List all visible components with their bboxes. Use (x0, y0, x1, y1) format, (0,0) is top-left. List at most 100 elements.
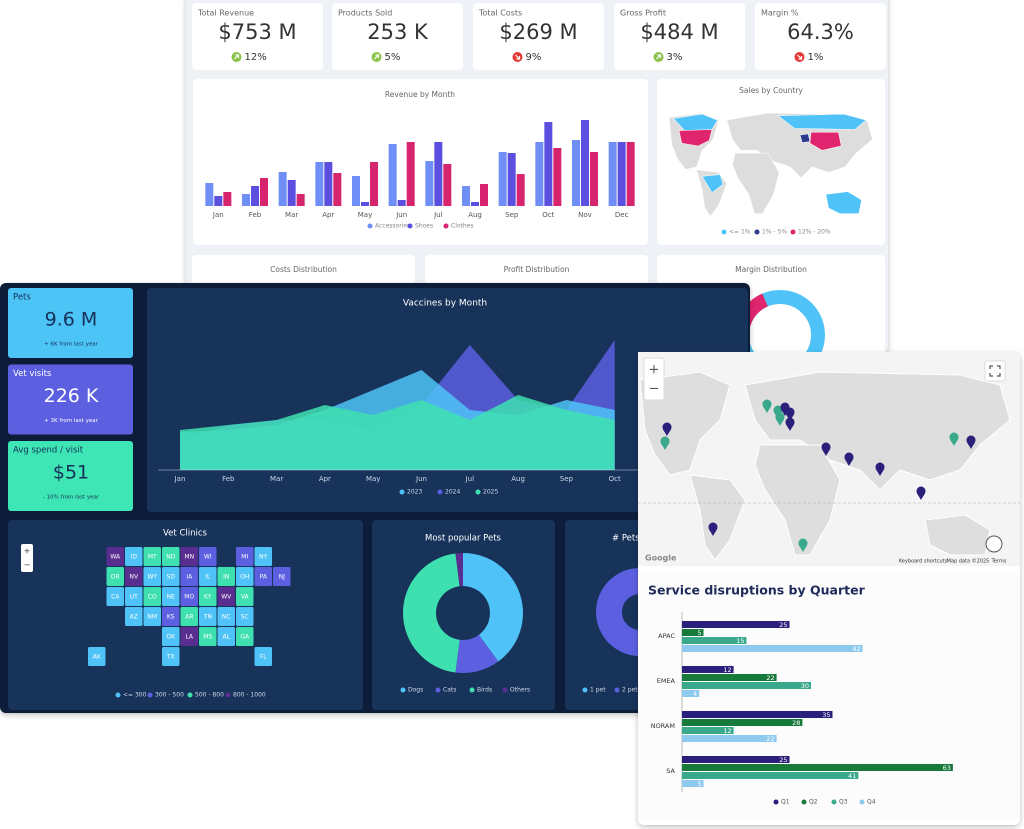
legend-swatch (754, 229, 760, 235)
state-label: NJ (279, 574, 285, 581)
kpi-card (8, 364, 133, 435)
state-label: OK (166, 634, 176, 641)
kpi-label: Gross Profit (620, 9, 666, 18)
map-pin[interactable] (762, 399, 772, 414)
state-label: SC (241, 614, 249, 621)
legend-label: 300 - 500 (155, 692, 184, 699)
data-label: 42 (852, 645, 860, 653)
state-label: UT (130, 594, 138, 601)
state-label: CO (148, 594, 157, 601)
map-pin[interactable] (949, 432, 959, 447)
x-tick-label: Dec (615, 211, 629, 219)
state-tile (143, 567, 161, 586)
state-label: NE (167, 594, 175, 601)
kpi-value: 226 K (44, 385, 99, 407)
bar (682, 780, 704, 787)
map-pin[interactable] (660, 436, 670, 451)
x-tick-label: Sep (560, 475, 574, 483)
bar (214, 196, 223, 206)
state-tile (180, 567, 198, 586)
state-tile (217, 607, 235, 626)
map-pin[interactable] (916, 486, 926, 501)
map-pin[interactable] (798, 538, 808, 553)
legend-label: Birds (477, 687, 492, 694)
state-tile (125, 587, 143, 606)
map-pin[interactable] (785, 407, 795, 422)
data-label: 25 (779, 756, 787, 764)
state-label: MI (241, 554, 248, 561)
legend-label: 1% - 5% (762, 229, 787, 236)
bar (333, 173, 342, 206)
state-label: AZ (130, 614, 138, 621)
bar (682, 682, 811, 689)
area (180, 395, 615, 470)
bar (296, 194, 305, 206)
chart-card (372, 520, 555, 710)
bar (242, 194, 250, 206)
map-pin[interactable] (875, 462, 885, 477)
legend-swatch (407, 223, 413, 229)
zoom-control[interactable] (643, 357, 665, 401)
legend-swatch (400, 687, 406, 693)
map-pin[interactable] (780, 402, 790, 417)
bar (361, 202, 369, 206)
map-pin[interactable] (785, 417, 795, 432)
map-title: Vet Clinics (163, 529, 207, 539)
bar (462, 186, 470, 206)
state-tile (143, 547, 161, 566)
legend-swatch (502, 687, 508, 693)
legend-swatch (582, 687, 588, 693)
state-tile (180, 627, 198, 646)
kpi-card (755, 3, 886, 70)
state-label: WV (221, 594, 232, 601)
map-pin[interactable] (708, 522, 718, 537)
legend-swatch (469, 687, 475, 693)
kpi-card (192, 3, 323, 70)
donut-segment (455, 553, 463, 587)
legend-swatch (187, 692, 193, 698)
state-tile (236, 607, 254, 626)
bar (287, 180, 296, 206)
map-footer: Map data ©2025 (947, 558, 990, 565)
map-logo: Google (645, 554, 677, 563)
trend-arrow (374, 54, 380, 60)
map-pin[interactable] (844, 452, 854, 467)
map-pin[interactable] (821, 442, 831, 457)
bar (682, 621, 790, 628)
kpi-label: Total Costs (478, 9, 522, 18)
data-label: 5 (697, 629, 701, 637)
zoom-control[interactable] (21, 544, 33, 572)
state-tile (199, 547, 217, 566)
kpi-label: Avg spend / visit (13, 446, 84, 456)
chart-title: Service disruptions by Quarter (648, 583, 866, 598)
bar (278, 172, 287, 206)
bar (388, 144, 397, 206)
donut-segment (463, 553, 524, 662)
data-label: 15 (736, 637, 744, 645)
chart-title: Most popular Pets (425, 534, 502, 544)
legend-label: Others (510, 687, 530, 694)
trend-arrow (234, 54, 240, 60)
legend-label: Shoes (415, 223, 433, 230)
x-tick-label: Jun (395, 211, 407, 219)
fullscreen-icon (989, 365, 1001, 377)
map-pin[interactable] (662, 422, 672, 436)
legend-swatch (801, 799, 807, 805)
bar (535, 142, 544, 206)
kpi-card (8, 441, 133, 511)
data-label: 12 (723, 727, 731, 735)
map-pin[interactable] (966, 435, 976, 450)
map-pin[interactable] (775, 412, 785, 427)
state-tile (180, 547, 198, 566)
locate-button[interactable] (985, 535, 1003, 553)
fullscreen-button[interactable] (984, 360, 1006, 382)
x-tick-label: Aug (468, 211, 482, 219)
map-pin[interactable] (773, 405, 783, 420)
data-label: 25 (779, 621, 787, 629)
legend-swatch (859, 799, 865, 805)
state-tile (217, 587, 235, 606)
state-label: SD (167, 574, 176, 581)
legend-swatch (435, 687, 441, 693)
kpi-card (614, 3, 745, 70)
legend-label: 2024 (445, 489, 460, 496)
